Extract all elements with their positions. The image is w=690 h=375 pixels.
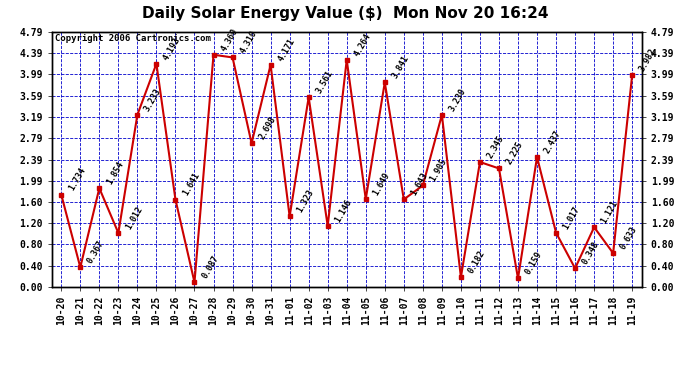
- Text: 0.348: 0.348: [581, 240, 601, 266]
- Text: 1.649: 1.649: [371, 171, 392, 197]
- Text: 0.087: 0.087: [200, 254, 220, 280]
- Text: 0.367: 0.367: [86, 239, 106, 265]
- Text: 1.146: 1.146: [333, 198, 353, 224]
- Text: 1.854: 1.854: [105, 160, 125, 186]
- Text: 1.121: 1.121: [600, 199, 620, 225]
- Text: Daily Solar Energy Value ($)  Mon Nov 20 16:24: Daily Solar Energy Value ($) Mon Nov 20 …: [141, 6, 549, 21]
- Text: 1.017: 1.017: [562, 204, 582, 231]
- Text: 2.345: 2.345: [486, 134, 506, 160]
- Text: 1.323: 1.323: [295, 188, 315, 214]
- Text: 2.225: 2.225: [504, 140, 525, 166]
- Text: 4.171: 4.171: [276, 36, 297, 63]
- Text: 4.310: 4.310: [238, 29, 258, 55]
- Text: 4.264: 4.264: [353, 32, 373, 58]
- Text: Copyright 2006 Cartronics.com: Copyright 2006 Cartronics.com: [55, 34, 210, 44]
- Text: 1.012: 1.012: [124, 205, 144, 231]
- Text: 4.360: 4.360: [219, 27, 239, 52]
- Text: 2.437: 2.437: [542, 129, 563, 155]
- Text: 0.633: 0.633: [619, 225, 639, 251]
- Text: 4.192: 4.192: [162, 35, 182, 62]
- Text: 3.233: 3.233: [143, 87, 164, 112]
- Text: 1.641: 1.641: [181, 171, 201, 197]
- Text: 3.982: 3.982: [638, 46, 658, 73]
- Text: 3.230: 3.230: [447, 87, 468, 113]
- Text: 2.698: 2.698: [257, 115, 277, 141]
- Text: 3.841: 3.841: [391, 54, 411, 80]
- Text: 1.643: 1.643: [409, 171, 430, 197]
- Text: 1.734: 1.734: [67, 166, 87, 192]
- Text: 0.182: 0.182: [466, 249, 486, 275]
- Text: 3.561: 3.561: [314, 69, 335, 95]
- Text: 0.159: 0.159: [524, 250, 544, 276]
- Text: 1.905: 1.905: [428, 157, 448, 183]
